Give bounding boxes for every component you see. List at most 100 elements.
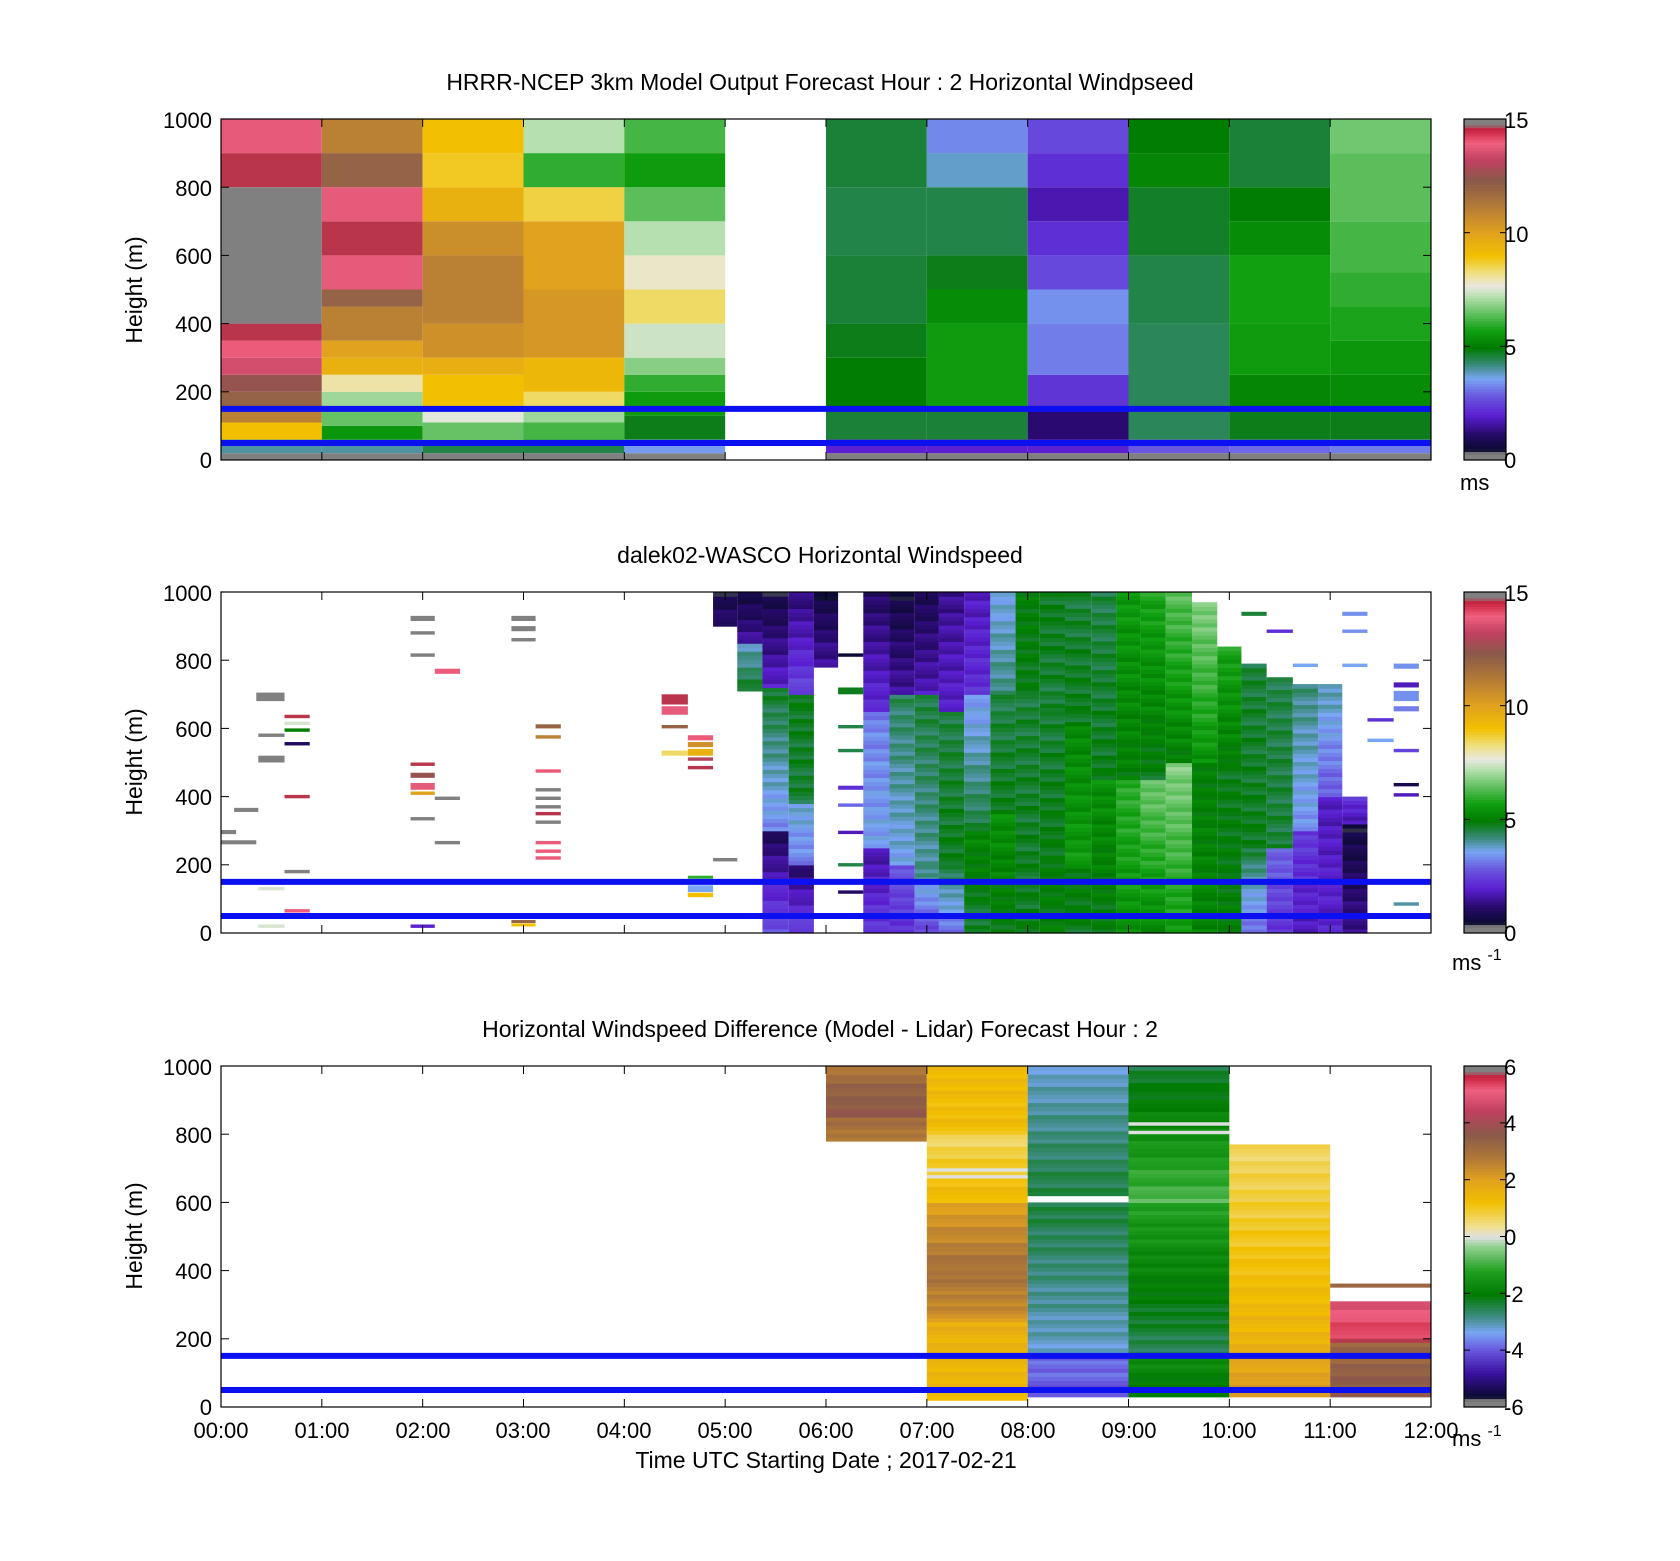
heatmap-cell [1217,762,1242,768]
panel-2-title: dalek02-WASCO Horizontal Windspeed [617,542,1023,568]
heatmap-cell [1064,677,1092,682]
heatmap-cell [624,255,726,290]
colorbar-segment [1464,1111,1506,1115]
heatmap-cell [1292,806,1319,811]
heatmap-cell [1318,692,1343,697]
heatmap-cell [1241,712,1267,718]
heatmap-cell [926,1078,1028,1083]
heatmap-cell [1165,884,1193,889]
heatmap-cell [863,723,890,729]
heatmap-cell [762,847,789,852]
heatmap-cell [1128,1123,1230,1129]
heatmap-cell [1091,771,1117,777]
heatmap-cell [1192,725,1218,731]
heatmap-cell [889,868,915,874]
colorbar-segment [1464,391,1506,396]
heatmap-cell [1342,872,1368,878]
heatmap-cell [964,743,991,749]
heatmap-cell [788,827,814,833]
panel-2-ylabel: Height (m) [121,708,147,815]
heatmap-cell [863,876,890,881]
colorbar-segment [1464,300,1506,305]
heatmap-cell [926,1226,1028,1232]
heatmap-cell [926,1210,1028,1216]
heatmap-cell [1039,608,1065,614]
heatmap-cell [762,637,789,643]
colorbar-segment [1464,921,1506,926]
colorbar-segment [1464,660,1506,664]
colorbar-segment [1464,1387,1506,1391]
heatmap-cell [1027,1210,1129,1216]
heatmap-cell [523,153,625,188]
heatmap-cell [1039,834,1065,840]
heatmap-cell [1128,1140,1230,1146]
heatmap-cell [1165,766,1193,772]
heatmap-cell [1116,698,1141,703]
heatmap-cell [1266,831,1293,837]
heatmap-cell [1229,1359,1331,1365]
heatmap-cell [938,844,965,850]
colorbar-segment [1464,827,1506,832]
heatmap-cell [1140,714,1166,719]
heatmap-cell [889,706,915,712]
panel-2-axes [220,591,1432,934]
colorbar-segment [1464,847,1506,852]
panel-3-cbar-tick: -4 [1504,1338,1524,1363]
heatmap-cell [1292,716,1319,722]
heatmap-cell [737,603,763,609]
heatmap-cell [713,857,738,862]
heatmap-cell [1318,883,1343,889]
heatmap-cell [938,707,965,712]
panel-3-cbar-tick: -2 [1504,1282,1524,1307]
heatmap-cell [1217,712,1242,718]
heatmap-cell [1342,629,1368,633]
colorbar-segment [1464,332,1506,336]
heatmap-cell [1128,153,1230,188]
heatmap-cell [1217,683,1242,689]
heatmap-cell [1266,713,1293,719]
heatmap-cell [1128,1074,1230,1079]
colorbar-segment [1464,1199,1506,1203]
heatmap-cell [1165,624,1193,630]
heatmap-cell [1064,717,1092,723]
heatmap-cell [938,616,965,622]
heatmap-cell [938,620,965,626]
heatmap-cell [1266,750,1293,755]
heatmap-cell [914,714,939,720]
heatmap-cell [914,743,939,748]
panel-1-ylabel: Height (m) [121,236,147,343]
colorbar-segment [1464,1145,1506,1150]
heatmap-cell [863,699,890,704]
heatmap-cell [1128,1347,1230,1353]
heatmap-cell [964,731,991,737]
heatmap-cell [1116,612,1141,618]
heatmap-cell [1128,1359,1230,1365]
heatmap-cell [1015,743,1040,749]
heatmap-cell [1217,729,1242,735]
colorbar-segment [1464,853,1506,857]
colorbar-segment [1464,1074,1506,1078]
colorbar-segment [1464,901,1506,906]
heatmap-cell [737,674,763,680]
heatmap-cell [1229,1315,1331,1320]
panel-3-xlabel: Time UTC Starting Date ; 2017-02-21 [635,1447,1016,1473]
colorbar-segment [1464,879,1506,883]
heatmap-cell [1192,786,1218,792]
heatmap-cell [1091,730,1117,736]
heatmap-cell [926,1158,1028,1163]
heatmap-cell [535,840,561,845]
heatmap-cell [1128,1279,1230,1284]
heatmap-cell [964,653,991,659]
heatmap-cell [813,646,839,651]
heatmap-cell [964,739,991,745]
heatmap-cell [1229,1258,1331,1263]
colorbar-segment [1464,440,1506,444]
heatmap-cell [914,896,939,902]
heatmap-cell [1039,760,1065,766]
heatmap-cell [1015,706,1040,712]
heatmap-cell [863,633,890,638]
colorbar-segment [1464,272,1506,276]
heatmap-cell [926,1118,1028,1123]
heatmap-cell [1165,868,1193,873]
heatmap-cell [926,1082,1028,1087]
